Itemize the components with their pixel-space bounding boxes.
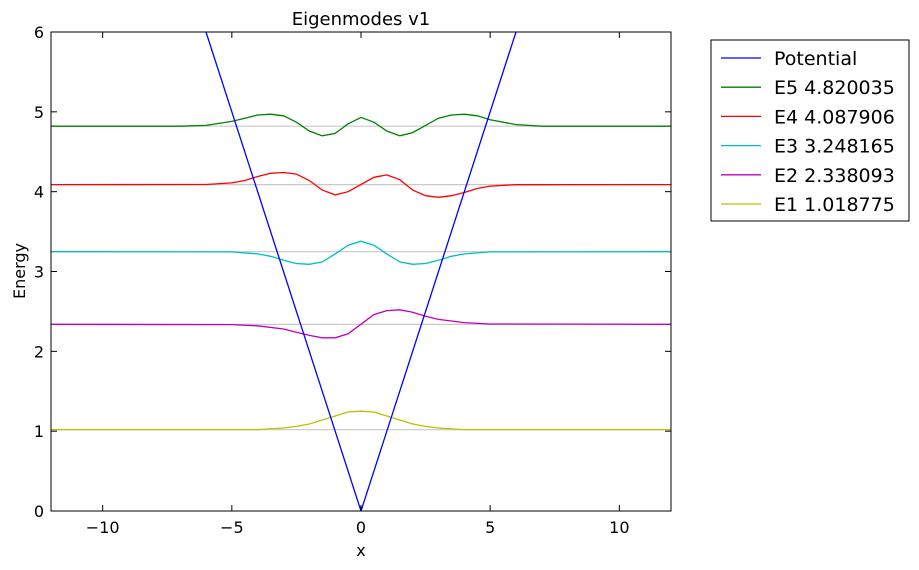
x-axis-title: x bbox=[356, 541, 365, 560]
legend-label-e2-2-338093: E2 2.338093 bbox=[774, 165, 895, 187]
legend-box bbox=[710, 39, 910, 222]
potential-line bbox=[205, 32, 517, 511]
potential-layer bbox=[205, 32, 517, 511]
series-line-e5-4-820035 bbox=[51, 113, 671, 137]
chart-title: Eigenmodes v1 bbox=[292, 9, 431, 30]
legend: Potential E5 4.820035 E4 4.087906 E3 3.2481… bbox=[710, 39, 910, 222]
y-axis-title: Energy bbox=[10, 243, 29, 299]
energy-reference-lines bbox=[51, 125, 671, 431]
series-line-e1-1-018775 bbox=[51, 410, 671, 431]
wavefunction-series bbox=[51, 113, 671, 431]
legend-label-e3-3-248165: E3 3.248165 bbox=[774, 136, 895, 158]
legend-label-e5-4-820035: E5 4.820035 bbox=[774, 77, 895, 99]
x-tick-label: 0 bbox=[356, 518, 366, 537]
y-tick-label: 6 bbox=[34, 23, 44, 42]
legend-label-e4-4-087906: E4 4.087906 bbox=[774, 106, 895, 128]
y-tick-label: 1 bbox=[34, 422, 44, 441]
series-line-e4-4-087906 bbox=[51, 171, 671, 198]
plot-frame bbox=[50, 31, 672, 512]
axis-ticks: −10 −5 0 5 10 0 1 2 3 4 5 6 bbox=[34, 23, 671, 537]
x-tick-label: −5 bbox=[220, 518, 244, 537]
series-line-e3-3-248165 bbox=[51, 240, 671, 265]
y-tick-label: 5 bbox=[34, 103, 44, 122]
legend-label-potential: Potential bbox=[774, 48, 857, 70]
x-tick-label: −10 bbox=[86, 518, 120, 537]
y-tick-label: 0 bbox=[34, 502, 44, 521]
y-tick-label: 3 bbox=[34, 263, 44, 282]
series-line-e2-2-338093 bbox=[51, 309, 671, 339]
legend-label-e1-1-018775: E1 1.018775 bbox=[774, 194, 895, 216]
y-tick-label: 4 bbox=[34, 183, 44, 202]
y-tick-label: 2 bbox=[34, 342, 44, 361]
x-tick-label: 10 bbox=[609, 518, 629, 537]
x-tick-label: 5 bbox=[485, 518, 495, 537]
